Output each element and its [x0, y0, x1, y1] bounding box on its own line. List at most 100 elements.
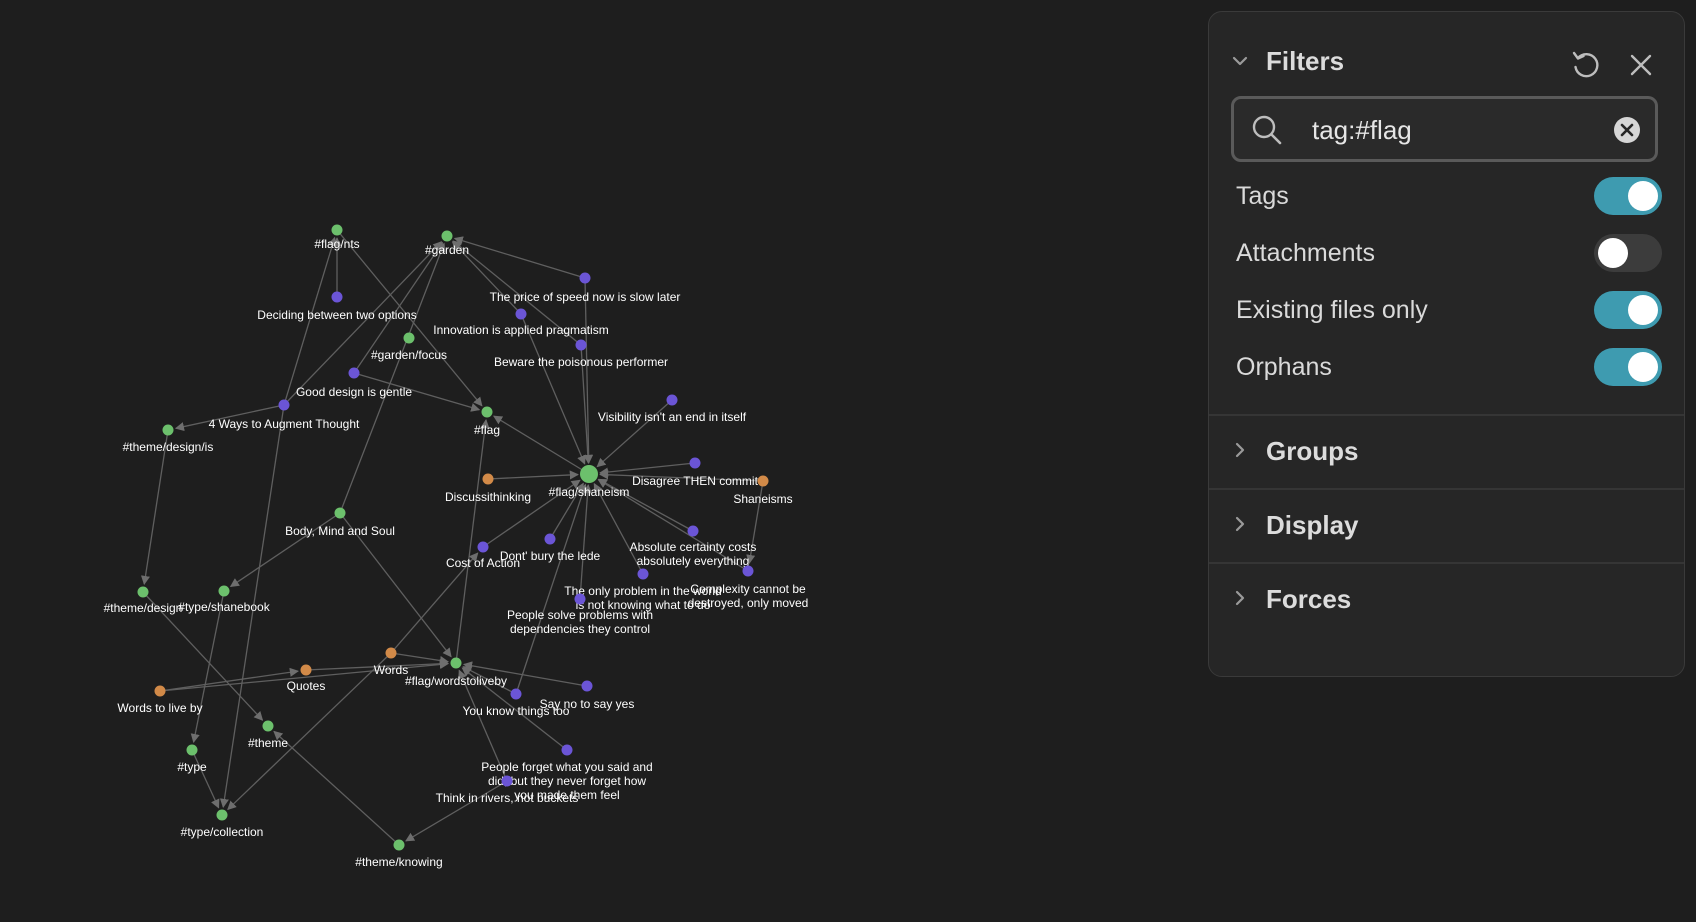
node-dot[interactable]: [510, 688, 522, 700]
node-dot[interactable]: [575, 339, 587, 351]
node-dot[interactable]: [501, 775, 513, 787]
graph-node-complexity[interactable]: Complexity cannot be destroyed, only move…: [688, 565, 809, 611]
graph-node-people-solve[interactable]: People solve problems with dependencies t…: [507, 593, 653, 637]
graph-node-theme[interactable]: #theme: [248, 720, 288, 751]
graph-edge: [584, 277, 594, 464]
toggle-label-tags: Tags: [1236, 182, 1289, 210]
graph-node-absolute[interactable]: Absolute certainty costs absolutely every…: [630, 525, 757, 569]
node-label: #theme/design/is: [123, 440, 214, 454]
chevron-down-icon[interactable]: [1231, 52, 1249, 70]
node-dot[interactable]: [137, 586, 149, 598]
graph-node-flag[interactable]: #flag: [474, 406, 500, 438]
node-dot[interactable]: [331, 291, 343, 303]
node-dot[interactable]: [687, 525, 699, 537]
graph-node-disagree[interactable]: Disagree THEN commit: [632, 457, 759, 489]
search-input[interactable]: [1312, 111, 1582, 149]
node-dot[interactable]: [689, 457, 701, 469]
node-dot[interactable]: [334, 507, 346, 519]
node-dot[interactable]: [561, 744, 573, 756]
node-dot[interactable]: [300, 664, 312, 676]
node-dot[interactable]: [278, 399, 290, 411]
graph-node-know-things[interactable]: You know things too: [463, 688, 570, 719]
graph-node-flag-words[interactable]: #flag/wordstoliveby: [405, 657, 507, 689]
graph-node-people-forget[interactable]: People forget what you said and did, but …: [481, 744, 653, 803]
graph-node-type[interactable]: #type: [177, 744, 207, 775]
node-dot[interactable]: [393, 839, 405, 851]
graph-node-flag-shaneism[interactable]: #flag/shaneism: [549, 465, 630, 499]
node-dot[interactable]: [666, 394, 678, 406]
tags-toggle[interactable]: [1594, 177, 1662, 215]
node-dot[interactable]: [742, 565, 754, 577]
orphans-toggle[interactable]: [1594, 348, 1662, 386]
toggle-label-existing-files: Existing files only: [1236, 296, 1428, 324]
node-dot[interactable]: [186, 744, 198, 756]
graph-node-quotes[interactable]: Quotes: [287, 664, 326, 694]
node-dot[interactable]: [385, 647, 397, 659]
node-dot[interactable]: [574, 593, 586, 605]
graph-edge: [520, 313, 586, 465]
graph-node-cost-action[interactable]: Cost of Action: [446, 541, 520, 571]
node-dot[interactable]: [581, 680, 593, 692]
node-dot[interactable]: [154, 685, 166, 697]
node-dot[interactable]: [450, 657, 462, 669]
node-label: Discussithinking: [445, 490, 531, 504]
node-dot[interactable]: [403, 332, 415, 344]
node-label: Visibility isn't an end in itself: [598, 410, 747, 424]
node-dot[interactable]: [515, 308, 527, 320]
graph-node-four-ways[interactable]: 4 Ways to Augment Thought: [209, 399, 360, 432]
node-dot[interactable]: [348, 367, 360, 379]
graph-node-body-mind[interactable]: Body, Mind and Soul: [285, 507, 395, 539]
reset-icon[interactable]: [1569, 48, 1603, 82]
graph-node-flag-nts[interactable]: #flag/nts: [314, 224, 360, 252]
node-dot[interactable]: [262, 720, 274, 732]
node-dot[interactable]: [218, 585, 230, 597]
node-dot[interactable]: [544, 533, 556, 545]
graph-node-say-no[interactable]: Say no to say yes: [540, 680, 635, 712]
node-label: Disagree THEN commit: [632, 474, 758, 488]
graph-node-visibility[interactable]: Visibility isn't an end in itself: [598, 394, 747, 425]
node-dot[interactable]: [162, 424, 174, 436]
graph-node-dont-bury[interactable]: Dont' bury the lede: [500, 533, 601, 564]
graph-node-words[interactable]: Words: [374, 647, 408, 678]
node-dot[interactable]: [579, 272, 591, 284]
node-dot[interactable]: [477, 541, 489, 553]
graph-node-theme-design-is[interactable]: #theme/design/is: [123, 424, 214, 455]
existing-files-toggle[interactable]: [1594, 291, 1662, 329]
section-forces[interactable]: Forces: [1209, 564, 1684, 634]
node-dot[interactable]: [637, 568, 649, 580]
graph-node-good-design[interactable]: Good design is gentle: [296, 367, 412, 400]
graph-edge: [273, 730, 400, 846]
graph-node-deciding[interactable]: Deciding between two options: [257, 291, 417, 323]
graph-node-theme-design[interactable]: #theme/design: [104, 586, 183, 616]
clear-search-icon[interactable]: [1613, 116, 1641, 144]
graph-node-type-shanebook[interactable]: #type/shanebook: [178, 585, 271, 615]
node-dot[interactable]: [482, 473, 494, 485]
graph-edge: [493, 415, 590, 475]
graph-node-garden-focus[interactable]: #garden/focus: [371, 332, 447, 363]
graph-node-speed[interactable]: The price of speed now is slow later: [490, 272, 681, 305]
attachments-toggle[interactable]: [1594, 234, 1662, 272]
graph-node-theme-knowing[interactable]: #theme/knowing: [355, 839, 443, 870]
graph-node-discuss[interactable]: Discussithinking: [445, 473, 531, 505]
node-dot[interactable]: [580, 465, 598, 483]
node-dot[interactable]: [481, 406, 493, 418]
graph-node-words-live[interactable]: Words to live by: [117, 685, 203, 716]
node-dot[interactable]: [441, 230, 453, 242]
section-groups[interactable]: Groups: [1209, 416, 1684, 486]
graph-node-only-problem[interactable]: The only problem in the world is not know…: [564, 568, 722, 613]
node-dot[interactable]: [757, 475, 769, 487]
filters-header: Filters: [1209, 12, 1684, 92]
node-label: Words to live by: [117, 701, 202, 715]
graph-node-rivers[interactable]: Think in rivers, not buckets: [436, 775, 579, 806]
graph-node-type-collection[interactable]: #type/collection: [181, 809, 264, 840]
graph-node-beware[interactable]: Beware the poisonous performer: [494, 339, 668, 370]
graph-node-garden[interactable]: #garden: [425, 230, 469, 258]
filters-panel: Filters Tags Attachments Existing files …: [1208, 11, 1685, 677]
section-display[interactable]: Display: [1209, 490, 1684, 560]
node-dot[interactable]: [331, 224, 343, 236]
node-dot[interactable]: [216, 809, 228, 821]
close-icon[interactable]: [1624, 48, 1658, 82]
graph-node-shaneisms[interactable]: Shaneisms: [733, 475, 793, 507]
graph-node-innovation[interactable]: Innovation is applied pragmatism: [433, 308, 609, 338]
